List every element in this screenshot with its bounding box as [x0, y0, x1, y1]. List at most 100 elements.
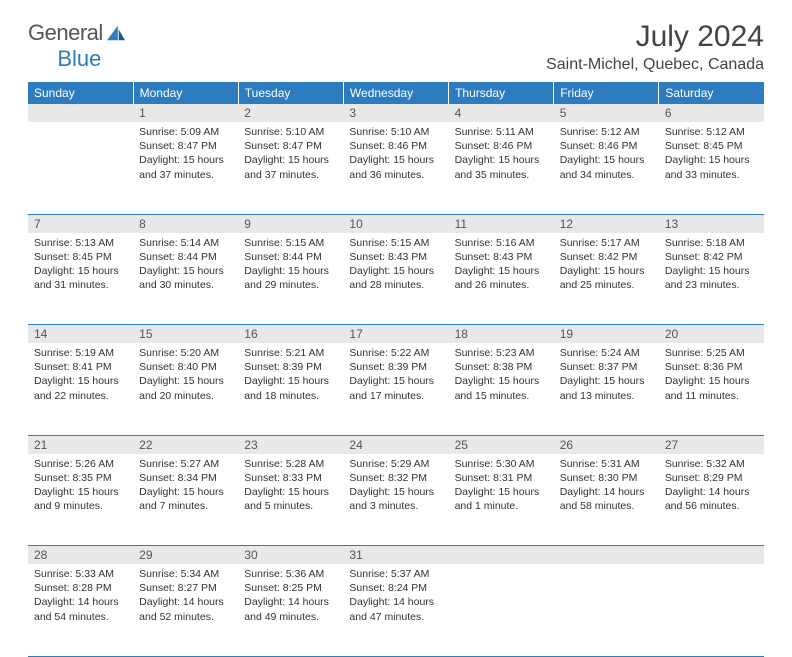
- weekday-header-row: SundayMondayTuesdayWednesdayThursdayFrid…: [28, 82, 764, 104]
- week-row: Sunrise: 5:13 AMSunset: 8:45 PMDaylight:…: [28, 233, 764, 325]
- day-cell: [659, 564, 764, 656]
- day-cell: Sunrise: 5:26 AMSunset: 8:35 PMDaylight:…: [28, 454, 133, 546]
- day-cell: Sunrise: 5:17 AMSunset: 8:42 PMDaylight:…: [554, 233, 659, 325]
- day-details: Sunrise: 5:36 AMSunset: 8:25 PMDaylight:…: [238, 564, 343, 628]
- daylight-line: Daylight: 15 hours and 7 minutes.: [139, 485, 232, 513]
- daylight-line: Daylight: 15 hours and 37 minutes.: [244, 153, 337, 181]
- daynum-row: 21222324252627: [28, 435, 764, 454]
- day-details: Sunrise: 5:30 AMSunset: 8:31 PMDaylight:…: [449, 454, 554, 518]
- daylight-line: Daylight: 15 hours and 5 minutes.: [244, 485, 337, 513]
- day-cell: Sunrise: 5:15 AMSunset: 8:43 PMDaylight:…: [343, 233, 448, 325]
- day-cell: [554, 564, 659, 656]
- daynum-cell: 22: [133, 435, 238, 454]
- sunrise-line: Sunrise: 5:27 AM: [139, 457, 232, 471]
- day-details: Sunrise: 5:16 AMSunset: 8:43 PMDaylight:…: [449, 233, 554, 297]
- sunrise-line: Sunrise: 5:15 AM: [349, 236, 442, 250]
- sunrise-line: Sunrise: 5:23 AM: [455, 346, 548, 360]
- weekday-header: Wednesday: [343, 82, 448, 104]
- day-number: 31: [343, 546, 448, 564]
- daynum-cell: 21: [28, 435, 133, 454]
- sunset-line: Sunset: 8:25 PM: [244, 581, 337, 595]
- daynum-cell: 30: [238, 546, 343, 565]
- sunset-line: Sunset: 8:40 PM: [139, 360, 232, 374]
- day-details: Sunrise: 5:25 AMSunset: 8:36 PMDaylight:…: [659, 343, 764, 407]
- sunset-line: Sunset: 8:47 PM: [139, 139, 232, 153]
- daynum-row: 28293031: [28, 546, 764, 565]
- day-cell: Sunrise: 5:25 AMSunset: 8:36 PMDaylight:…: [659, 343, 764, 435]
- sunset-line: Sunset: 8:44 PM: [244, 250, 337, 264]
- day-number: 27: [659, 436, 764, 454]
- daylight-line: Daylight: 15 hours and 29 minutes.: [244, 264, 337, 292]
- daynum-cell: 11: [449, 214, 554, 233]
- daynum-row: 78910111213: [28, 214, 764, 233]
- daylight-line: Daylight: 15 hours and 28 minutes.: [349, 264, 442, 292]
- daynum-cell: 20: [659, 325, 764, 344]
- day-cell: Sunrise: 5:31 AMSunset: 8:30 PMDaylight:…: [554, 454, 659, 546]
- day-cell: Sunrise: 5:36 AMSunset: 8:25 PMDaylight:…: [238, 564, 343, 656]
- sunset-line: Sunset: 8:47 PM: [244, 139, 337, 153]
- daynum-cell: 3: [343, 104, 448, 122]
- daynum-cell: 16: [238, 325, 343, 344]
- day-number: 20: [659, 325, 764, 343]
- weekday-header: Friday: [554, 82, 659, 104]
- day-details: Sunrise: 5:11 AMSunset: 8:46 PMDaylight:…: [449, 122, 554, 186]
- day-number: 26: [554, 436, 659, 454]
- day-cell: Sunrise: 5:19 AMSunset: 8:41 PMDaylight:…: [28, 343, 133, 435]
- daylight-line: Daylight: 15 hours and 3 minutes.: [349, 485, 442, 513]
- day-details: Sunrise: 5:34 AMSunset: 8:27 PMDaylight:…: [133, 564, 238, 628]
- day-cell: Sunrise: 5:22 AMSunset: 8:39 PMDaylight:…: [343, 343, 448, 435]
- daynum-cell: 9: [238, 214, 343, 233]
- daynum-cell: 31: [343, 546, 448, 565]
- day-number: 21: [28, 436, 133, 454]
- day-details: Sunrise: 5:33 AMSunset: 8:28 PMDaylight:…: [28, 564, 133, 628]
- day-details: Sunrise: 5:24 AMSunset: 8:37 PMDaylight:…: [554, 343, 659, 407]
- sunset-line: Sunset: 8:36 PM: [665, 360, 758, 374]
- day-cell: Sunrise: 5:15 AMSunset: 8:44 PMDaylight:…: [238, 233, 343, 325]
- sunset-line: Sunset: 8:24 PM: [349, 581, 442, 595]
- day-number: 1: [133, 104, 238, 122]
- day-number: 11: [449, 215, 554, 233]
- day-details: Sunrise: 5:15 AMSunset: 8:43 PMDaylight:…: [343, 233, 448, 297]
- logo-sail-icon: [105, 24, 127, 42]
- daynum-cell: 7: [28, 214, 133, 233]
- day-cell: Sunrise: 5:21 AMSunset: 8:39 PMDaylight:…: [238, 343, 343, 435]
- sunset-line: Sunset: 8:43 PM: [455, 250, 548, 264]
- day-cell: Sunrise: 5:27 AMSunset: 8:34 PMDaylight:…: [133, 454, 238, 546]
- logo-word1: General: [28, 20, 103, 46]
- sunset-line: Sunset: 8:42 PM: [560, 250, 653, 264]
- logo-word2: Blue: [57, 46, 101, 71]
- day-number: 6: [659, 104, 764, 122]
- daynum-cell: 13: [659, 214, 764, 233]
- sunrise-line: Sunrise: 5:16 AM: [455, 236, 548, 250]
- sunrise-line: Sunrise: 5:17 AM: [560, 236, 653, 250]
- sunrise-line: Sunrise: 5:30 AM: [455, 457, 548, 471]
- sunset-line: Sunset: 8:45 PM: [665, 139, 758, 153]
- day-details: Sunrise: 5:23 AMSunset: 8:38 PMDaylight:…: [449, 343, 554, 407]
- sunset-line: Sunset: 8:46 PM: [349, 139, 442, 153]
- weekday-header: Thursday: [449, 82, 554, 104]
- sunrise-line: Sunrise: 5:10 AM: [244, 125, 337, 139]
- sunset-line: Sunset: 8:45 PM: [34, 250, 127, 264]
- daylight-line: Daylight: 15 hours and 11 minutes.: [665, 374, 758, 402]
- week-row: Sunrise: 5:33 AMSunset: 8:28 PMDaylight:…: [28, 564, 764, 656]
- week-row: Sunrise: 5:26 AMSunset: 8:35 PMDaylight:…: [28, 454, 764, 546]
- day-number: 28: [28, 546, 133, 564]
- weekday-header: Sunday: [28, 82, 133, 104]
- day-cell: Sunrise: 5:24 AMSunset: 8:37 PMDaylight:…: [554, 343, 659, 435]
- daynum-cell: 23: [238, 435, 343, 454]
- daynum-cell: 19: [554, 325, 659, 344]
- daynum-cell: 18: [449, 325, 554, 344]
- day-details: Sunrise: 5:15 AMSunset: 8:44 PMDaylight:…: [238, 233, 343, 297]
- daylight-line: Daylight: 14 hours and 56 minutes.: [665, 485, 758, 513]
- sunset-line: Sunset: 8:33 PM: [244, 471, 337, 485]
- daylight-line: Daylight: 14 hours and 54 minutes.: [34, 595, 127, 623]
- day-number: 23: [238, 436, 343, 454]
- sunrise-line: Sunrise: 5:36 AM: [244, 567, 337, 581]
- daynum-cell: 24: [343, 435, 448, 454]
- sunrise-line: Sunrise: 5:37 AM: [349, 567, 442, 581]
- day-cell: Sunrise: 5:12 AMSunset: 8:46 PMDaylight:…: [554, 122, 659, 214]
- sunrise-line: Sunrise: 5:10 AM: [349, 125, 442, 139]
- sunrise-line: Sunrise: 5:12 AM: [665, 125, 758, 139]
- day-number: 16: [238, 325, 343, 343]
- day-cell: Sunrise: 5:18 AMSunset: 8:42 PMDaylight:…: [659, 233, 764, 325]
